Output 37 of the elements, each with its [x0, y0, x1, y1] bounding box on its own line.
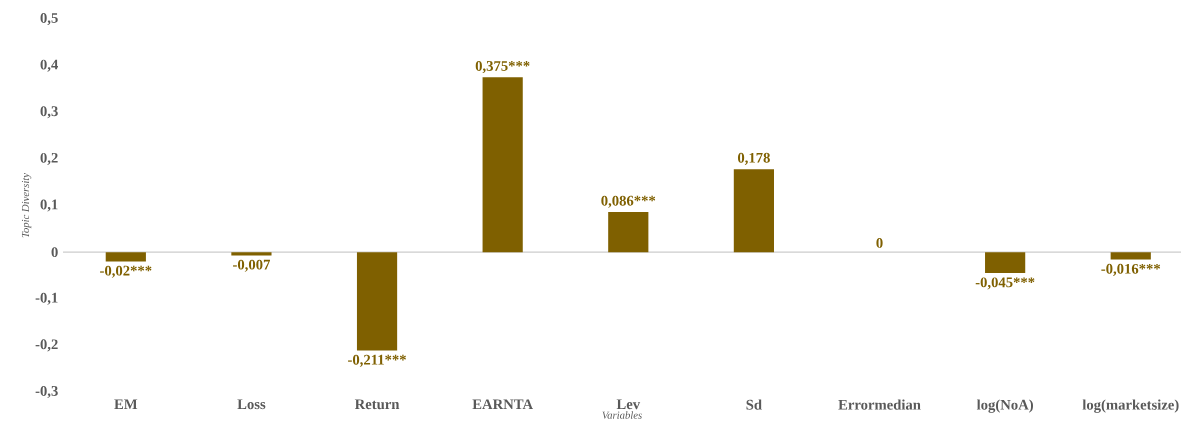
bar — [356, 252, 398, 351]
y-tick-label: 0,1 — [40, 199, 58, 212]
data-label: -0,045*** — [975, 277, 1035, 290]
x-tick-label: Loss — [237, 399, 266, 410]
bar — [231, 252, 272, 256]
y-tick-label: 0,4 — [40, 59, 59, 72]
x-axis-title: Variables — [602, 411, 642, 419]
x-tick-label: Return — [354, 399, 400, 410]
data-label: -0,016*** — [1101, 263, 1161, 276]
data-label: -0,211*** — [348, 354, 406, 367]
data-label: 0,086*** — [601, 195, 656, 208]
data-label: 0,375*** — [475, 61, 530, 74]
y-tick-label: 0 — [51, 247, 58, 258]
bar — [985, 252, 1026, 274]
y-tick-label: 0,5 — [40, 13, 58, 26]
data-label: -0,007 — [233, 259, 271, 272]
y-tick-label: 0,2 — [40, 152, 58, 165]
bar — [105, 252, 146, 262]
x-tick-label: Lev — [616, 399, 641, 410]
x-tick-label: log(NoA) — [976, 399, 1033, 413]
bar — [482, 77, 523, 253]
y-axis-title: Topic Diversity — [21, 172, 32, 238]
x-tick-label: EM — [114, 399, 138, 409]
bar — [608, 212, 649, 253]
x-tick-label: Sd — [746, 399, 762, 410]
bar — [1110, 252, 1151, 260]
bar — [733, 169, 774, 253]
y-tick-label: -0,1 — [35, 292, 58, 305]
data-label: -0,02*** — [100, 265, 152, 278]
data-label: 0 — [876, 237, 883, 248]
x-tick-label: Errormedian — [838, 399, 921, 410]
data-label: 0,178 — [737, 152, 770, 165]
x-tick-label: EARNTA — [472, 399, 533, 410]
y-tick-label: 0,3 — [40, 106, 58, 119]
y-tick-label: -0,3 — [35, 386, 58, 399]
x-tick-label: log(marketsize) — [1082, 399, 1179, 413]
y-tick-label: -0,2 — [35, 339, 58, 352]
